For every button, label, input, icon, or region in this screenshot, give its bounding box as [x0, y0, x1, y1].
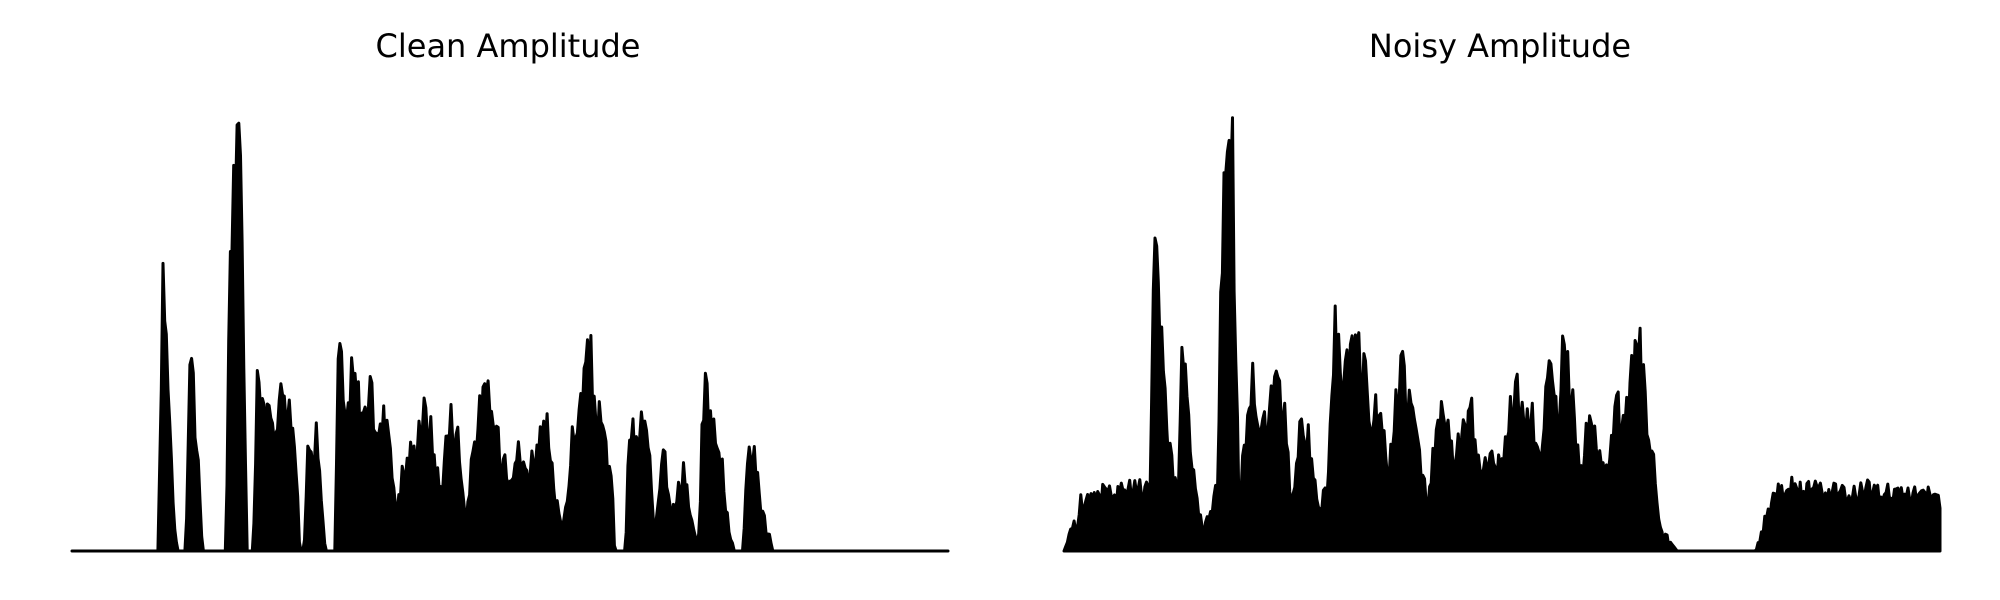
noisy-amplitude-panel: Noisy Amplitude [1062, 27, 1942, 553]
clean-amplitude-panel: Clean Amplitude [70, 27, 950, 553]
noisy-amplitude-waveform [1062, 116, 1942, 553]
clean-amplitude-waveform [70, 121, 950, 553]
clean-amplitude-title: Clean Amplitude [376, 27, 641, 65]
noisy-amplitude-title: Noisy Amplitude [1369, 27, 1631, 65]
